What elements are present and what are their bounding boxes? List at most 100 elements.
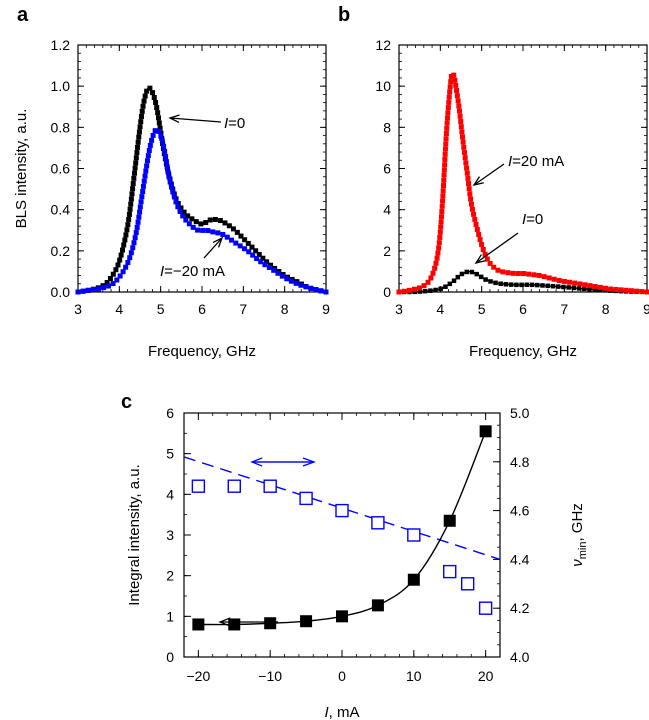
series-line-0	[77, 87, 327, 293]
data-point	[104, 280, 110, 286]
data-point	[217, 218, 223, 224]
data-point	[137, 209, 143, 215]
x-tick-label: 10	[406, 668, 422, 684]
data-point	[164, 164, 170, 170]
data-point	[155, 110, 161, 116]
data-point	[136, 129, 142, 135]
data-point	[460, 139, 466, 145]
data-point	[284, 276, 290, 282]
data-point	[571, 285, 577, 291]
data-point	[222, 220, 228, 226]
data-point	[131, 175, 137, 181]
data-point	[440, 193, 446, 199]
fit-line-dashed	[183, 456, 501, 561]
data-point	[416, 285, 422, 291]
data-point	[85, 287, 91, 293]
data-point	[462, 155, 468, 161]
data-point	[436, 245, 442, 251]
y-tick-label: 0.6	[51, 161, 71, 177]
data-point	[592, 283, 598, 289]
data-point	[128, 196, 134, 202]
data-point	[443, 284, 448, 289]
data-point	[421, 283, 427, 289]
annotation-i0: I=0	[224, 115, 245, 132]
data-point	[447, 84, 453, 90]
x-tick-label: 8	[602, 301, 610, 317]
fit-line-solid	[198, 431, 487, 626]
data-point	[510, 270, 516, 276]
data-point	[253, 248, 259, 254]
data-point	[207, 217, 213, 223]
data-point-integral	[300, 615, 313, 628]
data-point	[459, 271, 465, 277]
y-tick-label: 8	[383, 119, 391, 135]
data-point	[447, 89, 453, 95]
annotation-i20-italic: I	[508, 153, 512, 170]
data-point	[469, 269, 475, 275]
y-right-tick-label: 4.0	[510, 649, 530, 665]
data-point	[233, 240, 239, 246]
y-tick-label: 2	[383, 243, 391, 259]
data-point	[428, 288, 433, 293]
data-point	[189, 216, 195, 222]
data-point	[454, 93, 460, 99]
data-point	[440, 198, 446, 204]
data-point	[644, 289, 649, 295]
data-point	[613, 286, 619, 292]
data-point	[131, 240, 137, 246]
data-point	[467, 191, 473, 197]
data-point	[453, 82, 459, 88]
data-point	[451, 278, 457, 283]
data-point	[437, 234, 443, 240]
data-point	[125, 222, 131, 228]
data-point	[139, 108, 145, 114]
data-point	[514, 282, 519, 288]
data-point	[441, 167, 447, 173]
data-point	[454, 88, 460, 94]
data-point	[195, 227, 201, 233]
data-point	[439, 209, 445, 215]
data-point	[139, 194, 145, 200]
y-tick-label: 0.2	[51, 243, 71, 259]
y-axis-label: Integral intensity, a.u.	[126, 464, 143, 605]
data-point	[153, 100, 159, 106]
data-point	[446, 99, 452, 105]
x-tick-label: 8	[281, 301, 289, 317]
data-point	[396, 289, 402, 295]
data-point	[279, 273, 285, 279]
y-tick-label: 1	[166, 608, 174, 624]
annotation-i0-italic: I	[224, 115, 228, 132]
x-tick-label: 3	[395, 301, 403, 317]
data-point	[145, 153, 151, 159]
annotation-i-20-rest: =−20 mA	[164, 263, 225, 280]
data-point	[623, 287, 629, 293]
data-point	[131, 170, 137, 176]
data-point	[422, 288, 428, 294]
data-point	[472, 216, 478, 222]
data-point	[163, 153, 169, 159]
data-point	[258, 259, 264, 265]
y-tick-label: 0	[383, 284, 391, 300]
data-point	[158, 133, 164, 139]
y-right-axis-label-nu: ν	[569, 559, 586, 567]
y-tick-label: 10	[375, 78, 391, 94]
data-point	[448, 79, 454, 85]
data-point	[582, 282, 588, 288]
data-point	[463, 160, 469, 166]
y-tick-label: 2	[166, 568, 174, 584]
data-point	[156, 120, 162, 126]
data-point	[234, 229, 240, 235]
data-point	[124, 227, 130, 233]
data-point	[428, 275, 434, 281]
data-point	[545, 283, 551, 289]
data-point	[275, 270, 281, 276]
data-point-vmin	[263, 479, 277, 493]
data-point	[260, 255, 266, 261]
data-point	[144, 163, 150, 169]
x-tick-label: 9	[322, 301, 330, 317]
data-point	[442, 151, 448, 157]
data-point	[249, 244, 255, 250]
data-point	[503, 282, 509, 287]
data-point-vmin	[299, 491, 313, 506]
y-right-tick-label: 4.4	[510, 551, 530, 567]
